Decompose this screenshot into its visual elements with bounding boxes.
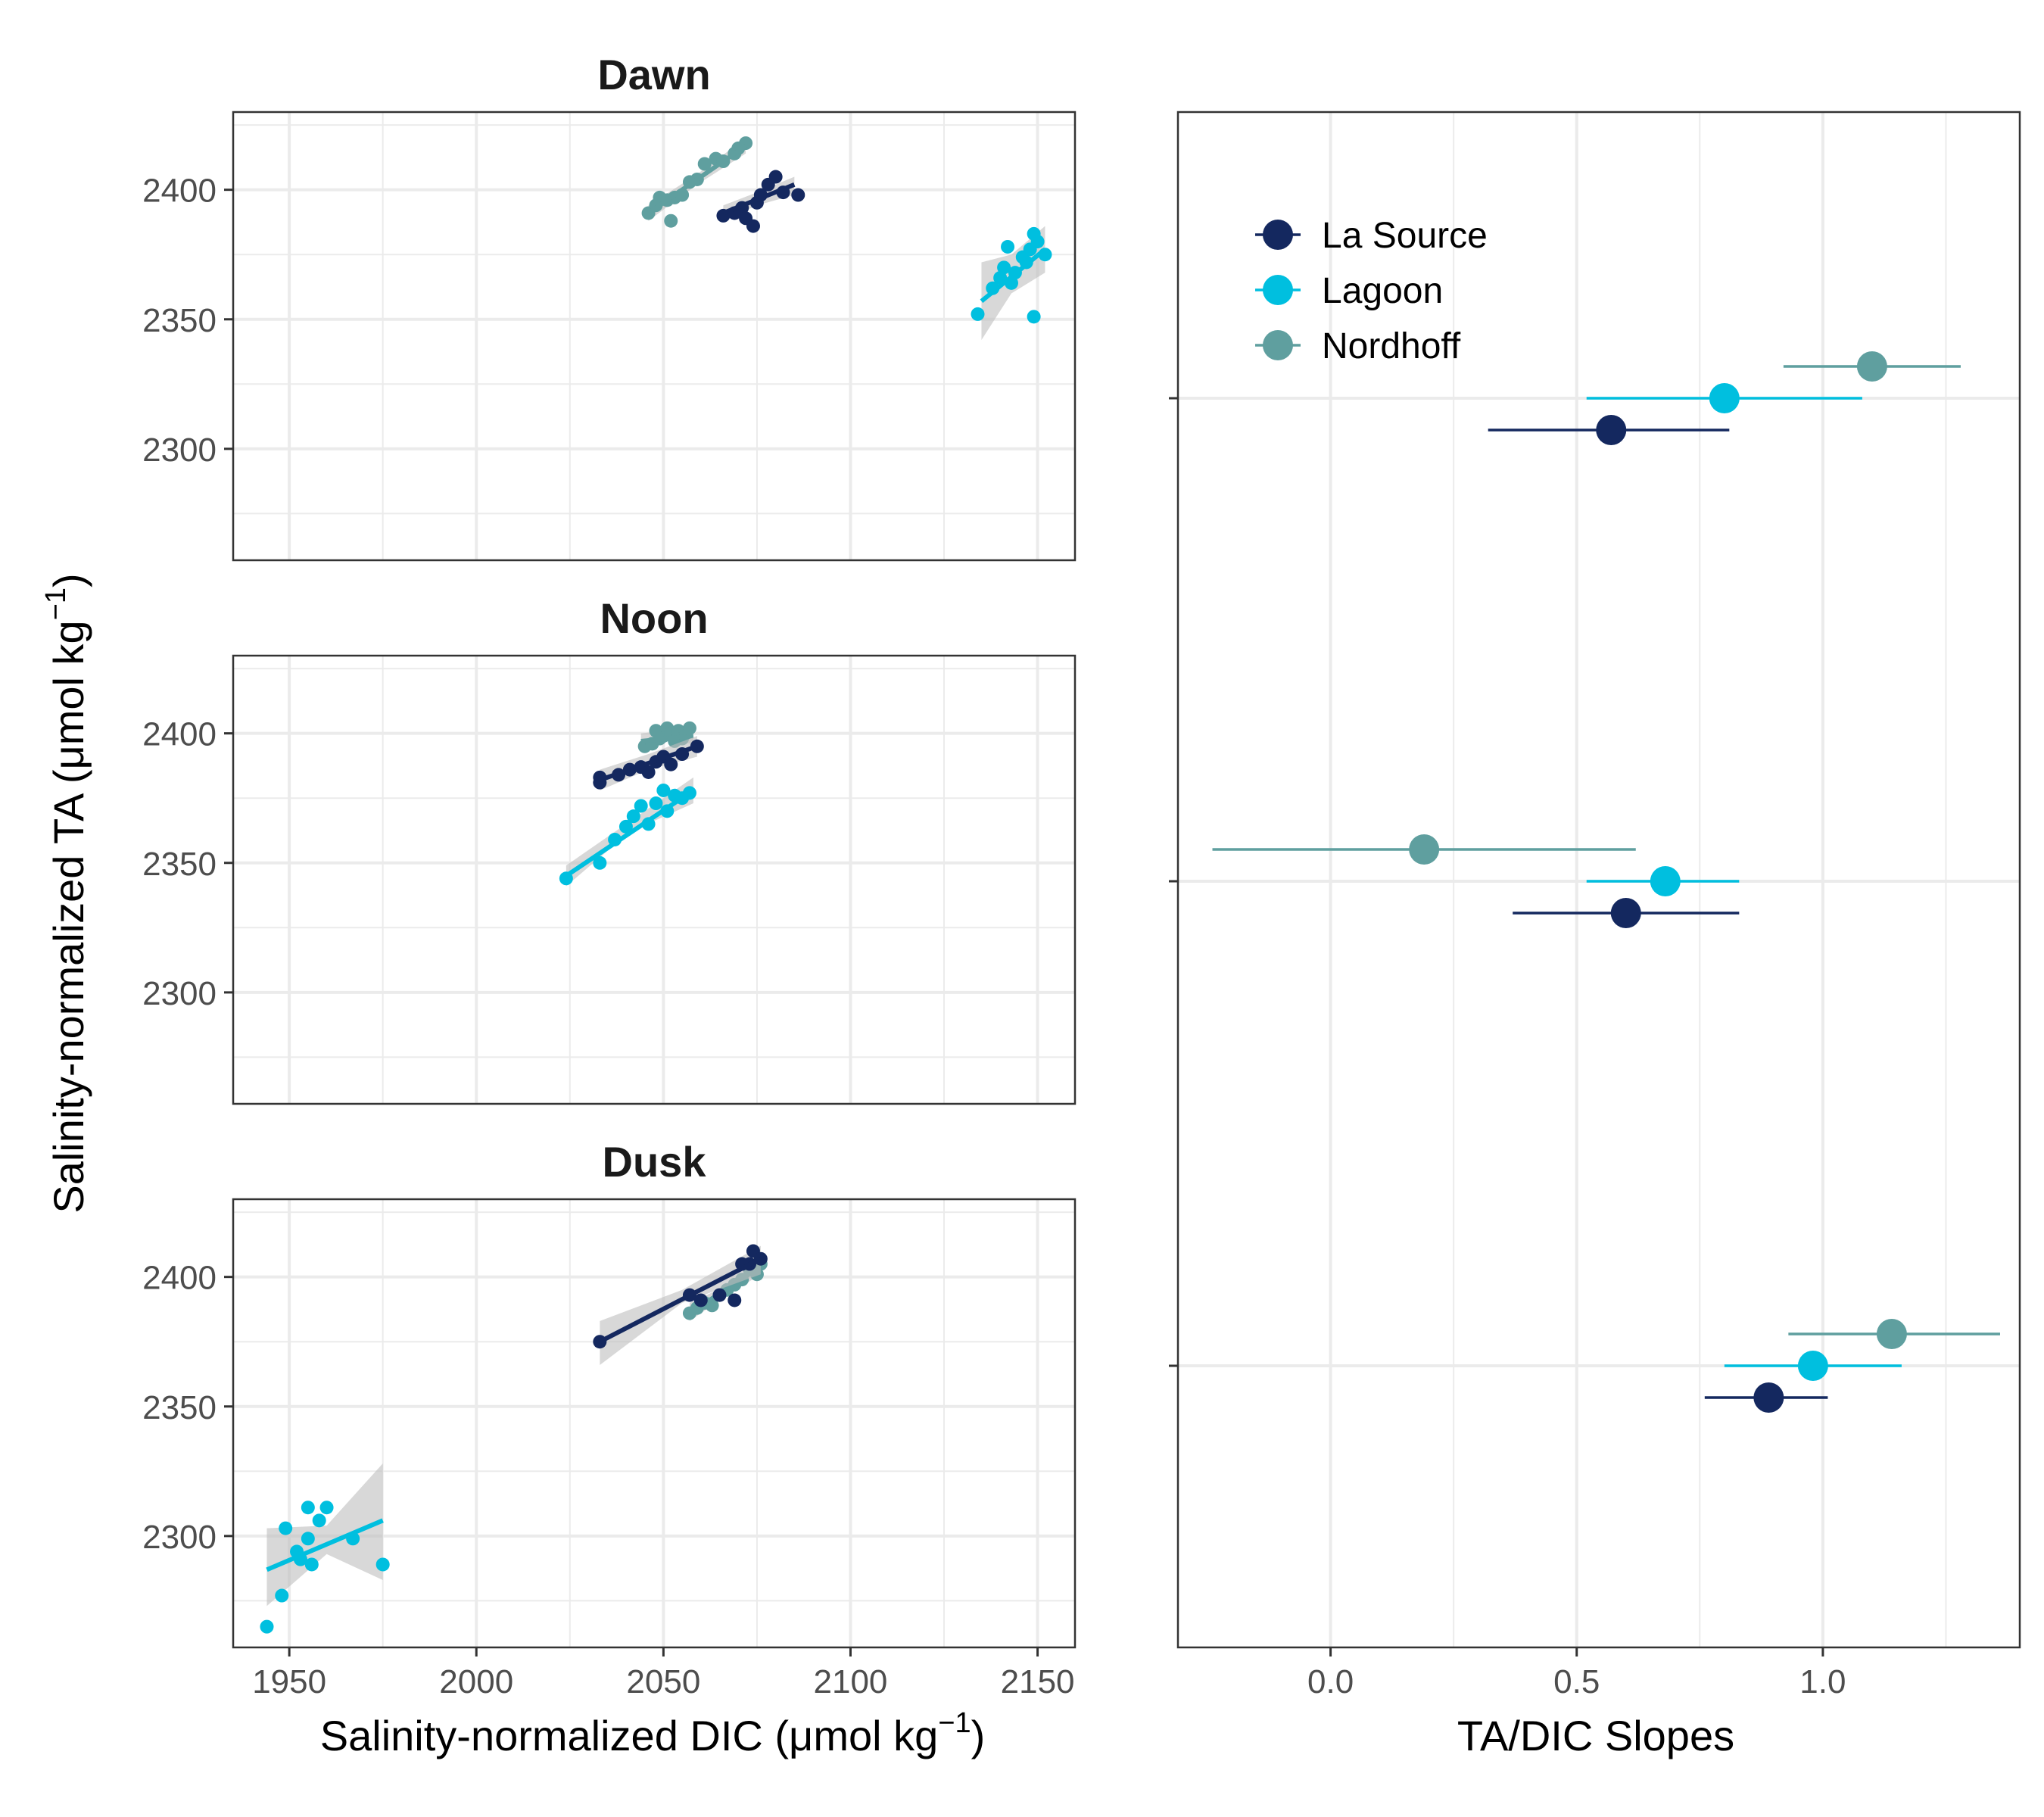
y-tick-label: 2300 bbox=[142, 1519, 217, 1556]
y-tick-label: 2400 bbox=[142, 1260, 217, 1297]
y-tick-label: 2350 bbox=[142, 302, 217, 339]
fit-line-lagoon bbox=[980, 248, 1047, 304]
slope-point-lagoon-noon bbox=[1650, 866, 1681, 896]
data-point-lagoon bbox=[626, 809, 640, 824]
data-point-lagoon bbox=[593, 856, 607, 870]
data-point-nordhoff bbox=[664, 213, 678, 228]
data-point-lagoon bbox=[304, 1557, 319, 1572]
data-point-la-source bbox=[768, 170, 783, 184]
fit-line-la-source bbox=[722, 182, 796, 216]
fit-line-lagoon bbox=[266, 1518, 384, 1572]
slope-point-la-source-dawn bbox=[1596, 415, 1627, 445]
panel-border bbox=[232, 111, 1077, 562]
x-tick-label: 2050 bbox=[626, 1663, 700, 1700]
x-tick-label: 0.0 bbox=[1307, 1663, 1354, 1700]
data-point-la-source bbox=[728, 1293, 742, 1307]
x-tick-label: 2100 bbox=[814, 1663, 888, 1700]
x-axis-title-text: Salinity-normalized DIC (μmol kg bbox=[320, 1712, 938, 1759]
y-tick-label: 2400 bbox=[142, 173, 217, 210]
y-tick-label: 2300 bbox=[142, 432, 217, 469]
legend-key-nordhoff bbox=[1263, 330, 1293, 360]
data-point-la-source bbox=[693, 1293, 708, 1307]
data-point-lagoon bbox=[301, 1501, 315, 1515]
slope-point-nordhoff-noon bbox=[1409, 834, 1440, 865]
fit-line-nordhoff bbox=[647, 144, 747, 215]
data-point-lagoon bbox=[319, 1501, 334, 1515]
data-point-la-source bbox=[791, 188, 805, 202]
confidence-ribbon-lagoon bbox=[266, 1463, 383, 1607]
y-axis-title-end: ) bbox=[45, 573, 92, 587]
data-point-lagoon bbox=[971, 307, 985, 321]
x-tick-label: 1.0 bbox=[1799, 1663, 1846, 1700]
legend-label-lagoon: Lagoon bbox=[1322, 271, 1443, 311]
panel-border bbox=[232, 1198, 1077, 1649]
data-point-lagoon bbox=[997, 260, 1011, 275]
panel-border bbox=[232, 654, 1077, 1105]
data-point-nordhoff bbox=[682, 721, 696, 735]
slope-point-lagoon-dawn bbox=[1709, 383, 1740, 413]
y-axis-title: Salinity-normalized TA (μmol kg−1) bbox=[40, 573, 92, 1213]
data-point-lagoon bbox=[260, 1619, 274, 1634]
panel-border bbox=[1176, 111, 2021, 1649]
panel-dawn: Dawn 2300 2350 2400 bbox=[142, 51, 1077, 562]
x-axis-title-end: ) bbox=[971, 1712, 986, 1759]
data-point-la-source bbox=[712, 1288, 727, 1302]
panel-noon: Noon 2300 2350 2400 bbox=[142, 594, 1077, 1105]
fit-line-nordhoff bbox=[640, 734, 694, 743]
x-axis-title-sup: −1 bbox=[938, 1707, 971, 1739]
panel-title-dawn: Dawn bbox=[597, 51, 710, 98]
y-tick-label: 2400 bbox=[142, 716, 217, 753]
legend: La Source Lagoon Nordhoff bbox=[1255, 216, 1488, 366]
x-tick-label: 1950 bbox=[252, 1663, 326, 1700]
data-point-lagoon bbox=[1030, 235, 1045, 249]
data-point-lagoon bbox=[312, 1513, 326, 1528]
data-point-la-source bbox=[746, 219, 760, 233]
slope-point-lagoon-dusk bbox=[1797, 1351, 1828, 1381]
data-point-lagoon bbox=[618, 819, 633, 834]
panel-dusk: Dusk 2300 2350 2400 1950 2000 2050 2100 2150 bbox=[142, 1138, 1077, 1700]
slope-point-nordhoff-dawn bbox=[1856, 351, 1887, 382]
slope-panel: 0.0 0.5 1.0 La Source Lagoon Nordhoff bbox=[1169, 111, 2021, 1700]
x-tick-label: 2150 bbox=[1001, 1663, 1075, 1700]
data-point-lagoon bbox=[656, 783, 671, 797]
slope-point-nordhoff-dusk bbox=[1876, 1319, 1907, 1349]
data-point-lagoon bbox=[375, 1557, 390, 1572]
panel-title-dusk: Dusk bbox=[603, 1138, 707, 1186]
data-point-lagoon bbox=[634, 799, 648, 813]
fit-line-la-source bbox=[598, 1257, 762, 1344]
data-point-la-source bbox=[641, 765, 656, 779]
scatter-panels: Dawn 2300 2350 2400 Noon 2300 2350 2400 Dusk 2300… bbox=[142, 51, 1077, 1700]
legend-label-nordhoff: Nordhoff bbox=[1322, 326, 1461, 366]
fit-line-la-source bbox=[599, 743, 698, 783]
y-tick-label: 2350 bbox=[142, 1389, 217, 1426]
data-point-lagoon bbox=[649, 796, 663, 811]
data-point-lagoon bbox=[1027, 310, 1041, 324]
data-point-lagoon bbox=[1001, 239, 1015, 254]
legend-label-la-source: La Source bbox=[1322, 216, 1488, 256]
slope-axis-title: TA/DIC Slopes bbox=[1457, 1712, 1734, 1759]
y-tick-label: 2300 bbox=[142, 975, 217, 1012]
legend-key-la-source bbox=[1263, 220, 1293, 250]
slope-point-la-source-dusk bbox=[1753, 1382, 1784, 1413]
slope-point-la-source-noon bbox=[1610, 898, 1641, 928]
data-point-lagoon bbox=[279, 1521, 293, 1535]
confidence-ribbon-la-source bbox=[600, 1245, 761, 1366]
y-axis-title-text: Salinity-normalized TA (μmol kg bbox=[45, 620, 92, 1213]
data-point-lagoon bbox=[301, 1532, 315, 1546]
data-point-la-source bbox=[664, 757, 678, 771]
x-axis-title: Salinity-normalized DIC (μmol kg−1) bbox=[320, 1707, 985, 1759]
x-tick-label: 2000 bbox=[439, 1663, 513, 1700]
y-tick-label: 2350 bbox=[142, 846, 217, 883]
data-point-lagoon bbox=[275, 1588, 289, 1603]
panel-title-noon: Noon bbox=[600, 594, 708, 642]
data-point-nordhoff bbox=[697, 157, 712, 171]
y-axis-title-sup: −1 bbox=[40, 587, 72, 620]
legend-key-lagoon bbox=[1263, 275, 1293, 305]
fit-line-lagoon bbox=[565, 788, 695, 878]
x-tick-label: 0.5 bbox=[1553, 1663, 1600, 1700]
